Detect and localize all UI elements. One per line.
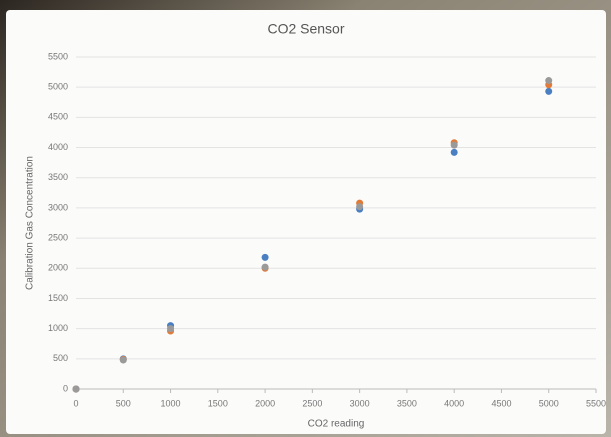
y-tick-label: 0 [63,383,68,393]
y-tick-label: 3000 [48,202,68,212]
y-tick-label: 4000 [48,142,68,152]
y-tick-label: 5000 [48,82,68,92]
x-tick-label: 5000 [539,398,559,408]
data-point [262,264,269,271]
data-point [545,88,552,95]
y-tick-label: 2500 [48,232,68,242]
page: CO2 Sensor CO2 reading Calibration Gas C… [0,0,611,437]
x-tick-label: 5500 [586,398,606,408]
x-tick-label: 4000 [444,398,464,408]
x-tick-label: 1000 [161,398,181,408]
data-point [120,357,127,364]
x-tick-label: 2000 [255,398,275,408]
y-tick-label: 1000 [48,323,68,333]
x-tick-label: 2500 [302,398,322,408]
data-point [545,77,552,84]
x-tick-label: 3000 [350,398,370,408]
y-tick-label: 1500 [48,293,68,303]
data-point [356,203,363,210]
data-point [167,325,174,332]
y-tick-label: 4500 [48,112,68,122]
y-tick-label: 5500 [48,51,68,61]
y-tick-label: 2000 [48,263,68,273]
x-axis-label: CO2 reading [308,419,365,430]
y-tick-label: 3500 [48,172,68,182]
chart: CO2 Sensor CO2 reading Calibration Gas C… [0,0,611,437]
data-point [73,386,80,393]
chart-title: CO2 Sensor [267,21,344,37]
x-tick-label: 500 [116,398,131,408]
x-tick-label: 0 [73,398,78,408]
data-point [451,149,458,156]
y-tick-label: 500 [53,353,68,363]
data-point [262,254,269,261]
chart-area [6,10,606,434]
y-axis-label: Calibration Gas Concentration [25,156,36,290]
x-tick-label: 3500 [397,398,417,408]
x-tick-label: 4500 [491,398,511,408]
data-point [451,142,458,149]
x-tick-label: 1500 [208,398,228,408]
